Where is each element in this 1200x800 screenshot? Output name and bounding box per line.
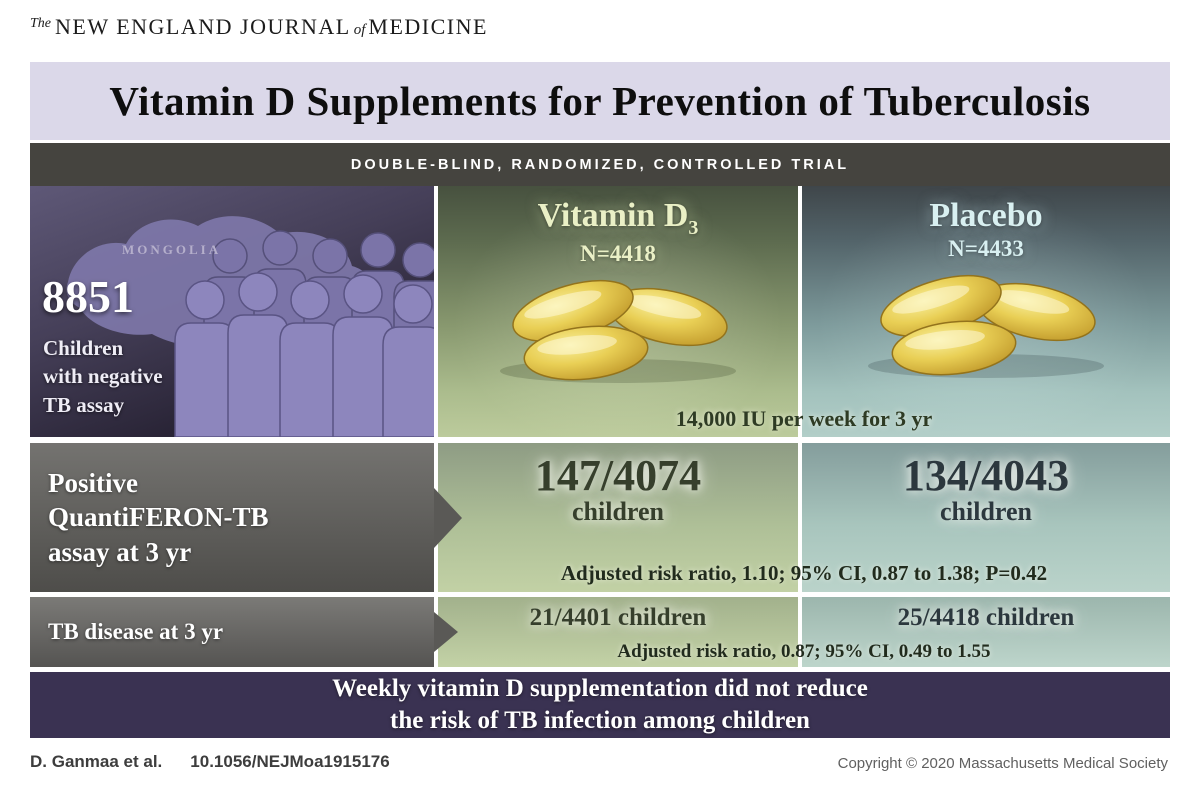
tb-disease-placebo-value: 25/4418 children	[897, 604, 1075, 631]
nejm-masthead-logo: The NEW ENGLAND JOURNAL of MEDICINE	[30, 14, 488, 40]
vitamin-d-pills-icon	[438, 269, 798, 392]
quantiferon-stats: Adjusted risk ratio, 1.10; 95% CI, 0.87 …	[560, 561, 1048, 585]
quantiferon-placebo-value: 134/4043	[902, 451, 1070, 500]
placebo-n: N=4433	[948, 235, 1024, 261]
quantiferon-outcome-row: Positive QuantiFERON-TB assay at 3 yr 14…	[30, 443, 1170, 592]
page-title: Vitamin D Supplements for Prevention of …	[109, 78, 1091, 124]
masthead-medicine: MEDICINE	[368, 14, 488, 39]
mongolia-map-and-crowd-icon	[66, 216, 434, 437]
quantiferon-placebo-unit: children	[940, 497, 1032, 527]
conclusion-text: Weekly vitamin D supplementation did not…	[332, 674, 868, 735]
quantiferon-vitamin-d-unit: children	[572, 497, 664, 527]
enrollment-count: 8851	[42, 271, 134, 322]
placebo-arm-column: Placebo N=4433	[802, 186, 1170, 437]
footer-copyright: Copyright © 2020 Massachusetts Medical S…	[837, 755, 1168, 772]
study-design-row: MONGOLIA 8851 Children with negative TB …	[30, 186, 1170, 437]
footer-doi: 10.1056/NEJMoa1915176	[190, 752, 390, 771]
population-panel: MONGOLIA 8851 Children with negative TB …	[30, 186, 434, 437]
trial-type-banner: DOUBLE-BLIND, RANDOMIZED, CONTROLLED TRI…	[30, 143, 1170, 186]
enrollment-description: Children with negative TB assay	[43, 336, 163, 417]
vitamin-d-arm-title: Vitamin D3	[438, 198, 798, 239]
vitamin-d-name: Vitamin D	[537, 197, 689, 234]
masthead-of: of	[353, 22, 366, 38]
footer-authors: D. Ganmaa et al.	[30, 752, 163, 771]
quantiferon-vitamin-d-value: 147/4074	[534, 451, 702, 500]
vitamin-d-subscript: 3	[688, 216, 699, 239]
tb-disease-label-box: TB disease at 3 yr	[30, 597, 434, 667]
tb-disease-vitamin-d-cell: 21/4401 children	[438, 597, 798, 667]
vitamin-d-arm-column: Vitamin D3 N=4418	[438, 186, 798, 437]
masthead-journal: NEW ENGLAND JOURNAL	[55, 14, 351, 39]
conclusion-banner: Weekly vitamin D supplementation did not…	[30, 672, 1170, 738]
quantiferon-placebo-cell: 134/4043 children	[802, 443, 1170, 592]
footer-citation: D. Ganmaa et al. 10.1056/NEJMoa1915176	[30, 752, 390, 772]
title-bar: Vitamin D Supplements for Prevention of …	[30, 62, 1170, 140]
masthead-the: The	[30, 16, 51, 31]
region-label: MONGOLIA	[122, 242, 222, 257]
tb-disease-outcome-row: TB disease at 3 yr 21/4401 children 25/4…	[30, 597, 1170, 667]
tb-disease-stats: Adjusted risk ratio, 0.87; 95% CI, 0.49 …	[617, 641, 991, 662]
tb-disease-label: TB disease at 3 yr	[48, 619, 224, 645]
quantiferon-label: Positive QuantiFERON-TB assay at 3 yr	[48, 467, 269, 567]
placebo-pills-icon	[802, 264, 1170, 387]
vitamin-d-n: N=4418	[580, 240, 656, 266]
tb-disease-placebo-cell: 25/4418 children	[802, 597, 1170, 667]
dose-caption: 14,000 IU per week for 3 yr	[675, 406, 933, 431]
quantiferon-vitamin-d-cell: 147/4074 children	[438, 443, 798, 592]
tb-disease-vitamin-d-value: 21/4401 children	[529, 604, 707, 631]
quantiferon-label-box: Positive QuantiFERON-TB assay at 3 yr	[30, 443, 434, 592]
placebo-arm-title: Placebo	[929, 197, 1043, 234]
